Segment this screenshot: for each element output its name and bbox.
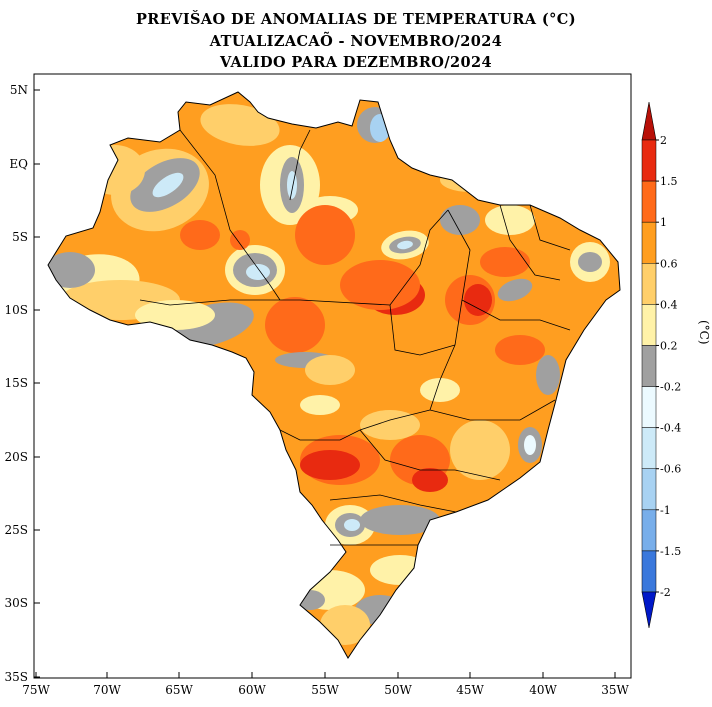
lat-tick-label: 30S [5,596,29,610]
anomaly-contour [200,104,280,146]
anomaly-contour [287,171,297,199]
state-border-line [289,129,311,201]
anomaly-contour [450,420,510,480]
legend-level-label: 1.5 [660,175,678,188]
legend-level-label: 0.2 [660,339,678,352]
anomaly-contour [495,335,545,365]
anomaly-contour [578,252,602,272]
legend-level-label: -2 [660,586,671,599]
anomaly-contour [397,240,413,250]
lat-tick-label: 20S [5,450,29,464]
anomaly-contour [305,355,355,385]
lon-tick-label: 70W [93,683,121,697]
legend-swatch [641,427,657,469]
legend-swatch [641,263,657,305]
lon-tick-label: 75W [22,683,50,697]
lat-tick-label: 25S [5,523,29,537]
anomaly-contour [246,264,270,280]
anomaly-contour [300,395,340,415]
chart-title: PREVIŠAO DE ANOMALIAS DE TEMPERATURA (°C… [135,11,577,28]
anomaly-contour [180,220,220,250]
legend-level-label: -0.6 [660,463,681,476]
legend-level-label: 2 [660,134,667,147]
lon-tick-label: 50W [384,683,412,697]
brazil-anomaly-field [47,91,621,659]
anomaly-contour [497,278,533,302]
anomaly-contour [440,205,480,235]
anomaly-contour [485,205,535,235]
lon-tick-label: 40W [529,683,557,697]
longitude-axis: 75W 70W 65W 60W 55W 50W 45W 40W 35W [22,672,629,697]
lat-tick-label: EQ [9,157,28,171]
anomaly-contour [340,260,420,310]
legend-level-label: -1 [660,504,671,517]
anomaly-contour [152,172,184,198]
legend-level-label: -1.5 [660,545,681,558]
anomaly-contour [135,300,215,330]
lon-tick-label: 55W [311,683,339,697]
lat-tick-label: 35S [5,670,29,684]
lon-tick-label: 45W [456,683,484,697]
anomaly-contour [265,297,325,353]
state-border-line [280,209,449,306]
lon-tick-label: 35W [601,683,629,697]
anomaly-contour [524,435,536,455]
state-borders [139,129,571,546]
lon-tick-label: 60W [238,683,266,697]
lat-tick-label: 5N [10,83,28,97]
state-border-line [279,409,431,441]
legend-swatch [641,221,657,264]
lat-tick-label: 10S [5,303,29,317]
latitude-axis: 5N EQ 5S 10S 15S 20S 25S 30S 35S [5,83,40,684]
state-border-line [461,299,571,331]
anomaly-contour [48,252,95,288]
lon-tick-label: 65W [165,683,193,697]
legend-swatch [641,509,657,552]
state-border-line [139,299,280,306]
legend-level-label: 0.4 [660,298,678,311]
legend-arrow-low [641,591,657,629]
anomaly-contour [360,505,440,535]
state-border-line [329,494,457,513]
anomaly-contour [420,378,460,402]
anomaly-contour [480,247,530,277]
legend-swatch [641,550,657,593]
legend-swatch [641,468,657,511]
state-border-line [389,304,456,356]
anomaly-contour [536,355,560,395]
lat-tick-label: 15S [5,376,29,390]
legend-level-label: -0.4 [660,422,681,435]
state-border-line [429,399,556,421]
legend-swatch [641,386,657,428]
anomaly-contour [464,284,492,316]
state-border-line [359,429,501,481]
chart-subtitle-validity: VALIDO PARA DEZEMBRO/2024 [220,54,492,71]
legend-level-label: 0.6 [660,257,678,270]
legend-unit-label: (°C) [697,320,711,345]
anomaly-contour [360,410,420,440]
legend-swatch [641,304,657,346]
state-border-line [179,129,281,301]
anomaly-contour [230,230,250,250]
anomaly-contour [295,205,355,265]
state-border-line [499,204,561,281]
anomaly-contour [300,450,360,480]
legend-swatch [641,139,657,182]
anomaly-contour [344,519,360,531]
state-border-line [429,344,456,411]
legend-level-label: 1 [660,216,667,229]
brazil-border [47,91,621,659]
legend-arrow-high [641,101,657,141]
legend-swatch [641,180,657,223]
color-legend: 2 1.5 1 0.6 0.4 0.2 -0.2 -0.4 -0.6 -1 -1.5 -2 [641,101,681,629]
legend-level-label: -0.2 [660,381,681,394]
anomaly-contour [412,468,448,492]
state-border-line [529,204,571,251]
legend-swatch [641,345,657,387]
chart-subtitle-update: ATUALIZACAÕ - NOVEMBRO/2024 [209,33,503,50]
lat-tick-label: 5S [12,230,28,244]
state-border-line [447,209,471,346]
